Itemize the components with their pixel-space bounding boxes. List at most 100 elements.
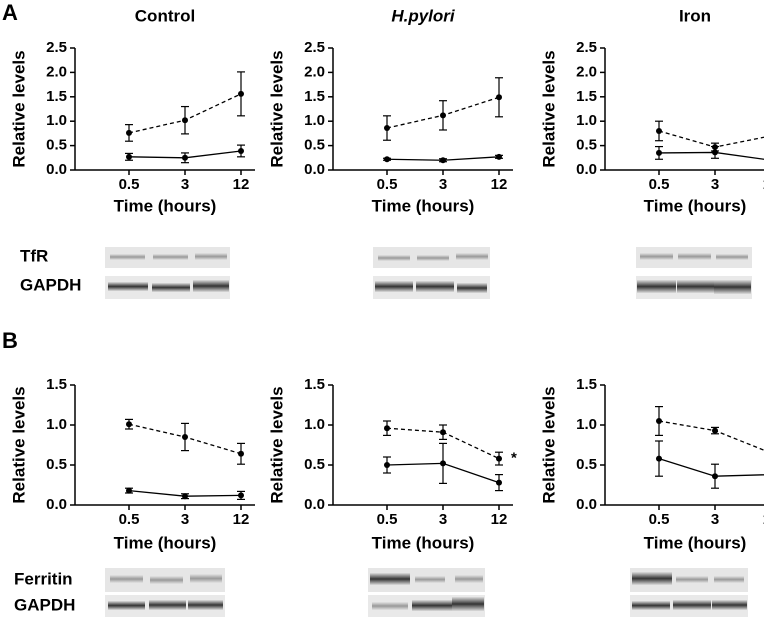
blot-band: [108, 601, 145, 610]
data-point: [496, 479, 502, 486]
chart-title: Control: [135, 6, 195, 25]
y-tick-label: 0.0: [46, 496, 67, 513]
data-point: [712, 149, 718, 156]
data-point: [182, 434, 188, 440]
x-tick-label: 12: [491, 511, 508, 528]
x-tick-label: 0.5: [377, 176, 398, 193]
blot-band: [378, 255, 410, 261]
data-point: [496, 94, 502, 101]
data-point: [384, 425, 390, 432]
x-tick-label: 3: [181, 511, 189, 528]
blot-band: [416, 281, 454, 292]
data-point: [126, 129, 132, 136]
data-point: [656, 455, 662, 462]
blot-band: [673, 600, 711, 610]
blot-band: [678, 253, 711, 260]
blot-label: GAPDH: [20, 275, 81, 294]
x-tick-label: 3: [181, 176, 189, 193]
y-tick-label: 0.0: [46, 161, 67, 178]
blot-band: [712, 600, 747, 610]
y-axis-label: Relative levels: [267, 50, 286, 167]
data-point: [440, 112, 446, 119]
data-point: [656, 127, 662, 134]
data-point: [238, 450, 244, 457]
y-tick-label: 2.5: [46, 39, 67, 56]
x-tick-label: 3: [439, 176, 447, 193]
data-point: [656, 418, 662, 424]
y-tick-label: 1.0: [304, 416, 325, 433]
y-axis-label: Relative levels: [539, 50, 558, 167]
x-axis-label: Time (hours): [644, 533, 747, 552]
y-tick-label: 0.0: [576, 496, 597, 513]
y-tick-label: 1.0: [576, 112, 597, 129]
y-tick-label: 1.0: [46, 112, 67, 129]
blot-band: [632, 572, 672, 585]
x-tick-label: 12: [233, 511, 250, 528]
y-axis-label: Relative levels: [539, 386, 558, 503]
y-axis-label: Relative levels: [9, 386, 28, 503]
y-axis-label: Relative levels: [267, 386, 286, 503]
data-point: [126, 487, 132, 494]
data-point: [712, 473, 718, 480]
blot-band: [375, 281, 413, 292]
data-point: [182, 154, 188, 161]
blot-band: [714, 576, 744, 583]
x-tick-label: 0.5: [649, 176, 670, 193]
blot-band: [455, 575, 483, 583]
blot-band: [152, 283, 190, 292]
series-line: [658, 130, 764, 148]
y-tick-label: 0.0: [576, 161, 597, 178]
chart: H.pylori Relative levels Time (hours) 0.0 0.…: [267, 6, 513, 215]
x-axis-label: Time (hours): [114, 533, 217, 552]
blot-band: [150, 576, 183, 584]
blot-band: [457, 283, 487, 293]
y-tick-label: 0.5: [576, 137, 597, 154]
chart: Relative levels Time (hours) 0.0 0.5 1.0 1.5 0…: [539, 376, 764, 552]
x-tick-label: 0.5: [377, 511, 398, 528]
y-tick-label: 0.0: [304, 496, 325, 513]
annotation: *: [511, 450, 517, 467]
x-tick-label: 12: [491, 176, 508, 193]
y-tick-label: 1.5: [576, 88, 597, 105]
y-tick-label: 1.0: [46, 416, 67, 433]
panel-letter: B: [2, 328, 18, 353]
data-point: [238, 147, 244, 154]
data-point: [126, 153, 132, 160]
y-tick-label: 1.5: [304, 88, 325, 105]
x-tick-label: 3: [439, 511, 447, 528]
y-tick-label: 1.5: [576, 376, 597, 393]
blot-band: [370, 573, 410, 585]
blot-band: [193, 280, 229, 292]
y-tick-label: 2.0: [576, 63, 597, 80]
x-axis-label: Time (hours): [372, 196, 475, 215]
y-tick-label: 0.5: [304, 456, 325, 473]
blot-label: GAPDH: [14, 595, 75, 614]
x-axis-label: Time (hours): [114, 196, 217, 215]
blot-band: [190, 574, 222, 583]
chart: Control Relative levels Time (hours) 0.0 0.5…: [9, 6, 255, 215]
y-tick-label: 1.5: [46, 88, 67, 105]
blot-band: [412, 600, 452, 611]
blot-band: [195, 253, 227, 260]
blot-band: [188, 600, 223, 610]
chart-title: H.pylori: [391, 6, 456, 25]
blot-band: [452, 597, 484, 611]
y-tick-label: 1.0: [304, 112, 325, 129]
y-tick-label: 0.0: [304, 161, 325, 178]
blot-band: [632, 601, 670, 610]
data-point: [238, 492, 244, 499]
data-point: [496, 153, 502, 160]
chart: Relative levels Time (hours) 0.0 0.5 1.0 1.5 0…: [9, 376, 255, 552]
x-axis-label: Time (hours): [644, 196, 747, 215]
data-point: [182, 117, 188, 124]
blot-band: [110, 575, 143, 583]
data-point: [182, 493, 188, 500]
chart: Relative levels Time (hours) 0.0 0.5 1.0 1.5 0…: [267, 376, 517, 553]
x-tick-label: 12: [763, 511, 764, 528]
series-line: [658, 420, 764, 451]
blot-band: [110, 254, 145, 260]
data-point: [384, 462, 390, 468]
data-point: [712, 427, 718, 434]
x-tick-label: 12: [233, 176, 250, 193]
